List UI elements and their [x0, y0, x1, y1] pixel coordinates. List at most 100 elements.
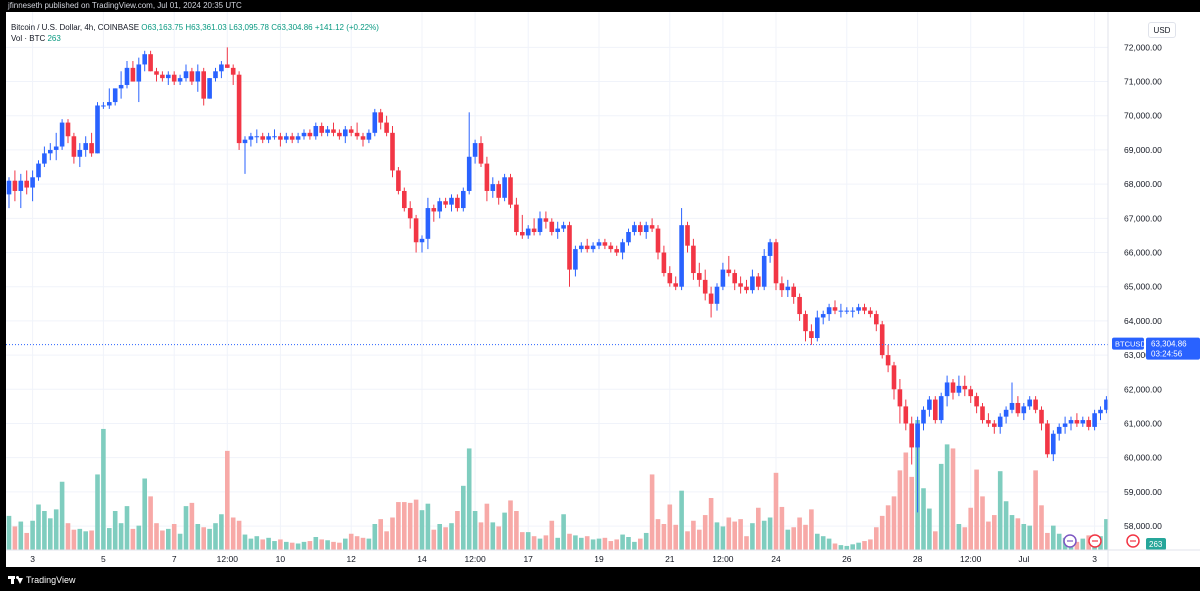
candle-body [289, 136, 295, 140]
volume-bar [337, 542, 342, 550]
price-tag-value: 63,304.86 [1151, 340, 1187, 349]
candle-body [1051, 433, 1056, 455]
volume-bar [230, 517, 236, 550]
volume-bar [366, 538, 372, 550]
volume-bar [974, 469, 979, 550]
tradingview-logo-icon [8, 576, 23, 584]
volume-bar [466, 448, 472, 550]
change-value: +141.12 (+0.22%) [314, 23, 379, 32]
volume-bar [685, 531, 690, 550]
volume-bar [177, 533, 183, 550]
footer-bar [0, 567, 1200, 591]
candle-body [437, 201, 442, 212]
volume-bar [331, 541, 336, 550]
candle-body [956, 385, 962, 393]
volume-bar [1056, 533, 1062, 550]
time-tick-label: 26 [842, 554, 852, 564]
volume-bar [225, 450, 230, 550]
volume-bar [791, 527, 796, 550]
candle-body [543, 218, 549, 222]
volume-bar [101, 428, 106, 550]
volume-bar [30, 520, 35, 550]
volume-bar [402, 502, 407, 550]
candle-body [1062, 423, 1068, 427]
candle-body [732, 273, 737, 284]
volume-bar [124, 506, 130, 550]
volume-bar [980, 496, 985, 550]
volume-bar [1015, 518, 1021, 550]
candle-body [30, 177, 35, 188]
open-value: O63,163.75 [141, 23, 184, 32]
volume-bar [484, 503, 490, 550]
price-tick-label: 59,000.00 [1124, 487, 1162, 497]
candle-body [189, 71, 195, 82]
volume-bar [6, 515, 12, 550]
candle-body [803, 314, 808, 332]
candle-body [555, 228, 560, 232]
time-tick-label: 14 [417, 554, 427, 564]
volume-bar [12, 526, 18, 550]
candle-body [649, 225, 655, 229]
candle-body [466, 156, 472, 191]
candle-body [1045, 423, 1050, 455]
candle-body [130, 67, 136, 82]
volume-bar [136, 525, 142, 550]
price-tick-label: 62,000.00 [1124, 384, 1162, 394]
candle-body [478, 143, 484, 164]
candle-body [1015, 402, 1021, 414]
volume-bar [874, 527, 879, 550]
volume-bar [272, 541, 277, 550]
candle-body [183, 71, 189, 79]
volume-bar [95, 474, 100, 550]
volume-bar [107, 528, 112, 550]
candle-body [201, 71, 206, 99]
candle-body [1033, 399, 1038, 410]
candle-body [402, 190, 407, 209]
candle-body [844, 310, 850, 312]
volume-bar [643, 532, 649, 550]
volume-label: Vol · BTC [11, 34, 46, 43]
candle-body [915, 423, 920, 448]
candle-body [921, 409, 926, 424]
volume-bar [360, 537, 366, 550]
chart-frame[interactable]: 58,000.00 59,000.00 60,000.00 61,000.00 62,0… [6, 12, 1200, 567]
close-value: C63,304.86 [271, 23, 313, 32]
volume-bar [260, 539, 265, 550]
volume-bar [301, 541, 307, 550]
candle-body [1027, 399, 1032, 407]
candle-body [89, 143, 94, 154]
candle-body [384, 122, 389, 133]
candle-body [697, 273, 702, 280]
volume-bar [691, 520, 696, 550]
volume-bar [525, 532, 531, 550]
candle-body [933, 399, 938, 421]
candle-body [573, 249, 578, 270]
candle-body [661, 252, 667, 274]
candle-body [360, 136, 366, 140]
volume-bar [579, 537, 584, 550]
candle-body [319, 126, 324, 133]
volume-bar [1045, 532, 1050, 550]
candle-body [685, 225, 690, 246]
price-chart[interactable]: 58,000.00 59,000.00 60,000.00 61,000.00 62,0… [6, 12, 1200, 567]
volume-bar [761, 520, 767, 550]
candle-body [124, 67, 130, 85]
candle-body [974, 396, 979, 407]
volume-bar [407, 502, 413, 550]
volume-bar [962, 527, 968, 550]
volume-bar [348, 533, 354, 550]
candle-body [1104, 399, 1109, 410]
candle-body [525, 228, 531, 236]
volume-bar [838, 545, 844, 550]
candle-body [136, 64, 142, 82]
currency-button[interactable]: USD [1148, 22, 1176, 38]
price-tick-label: 63,000.00 [1124, 350, 1162, 360]
candle-body [944, 382, 950, 397]
candle-body [443, 201, 448, 205]
time-tick-label: 7 [172, 554, 177, 564]
candle-body [874, 314, 879, 325]
volume-bar [207, 528, 212, 550]
price-tag-bg [1146, 337, 1200, 360]
volume-bar [502, 512, 507, 550]
